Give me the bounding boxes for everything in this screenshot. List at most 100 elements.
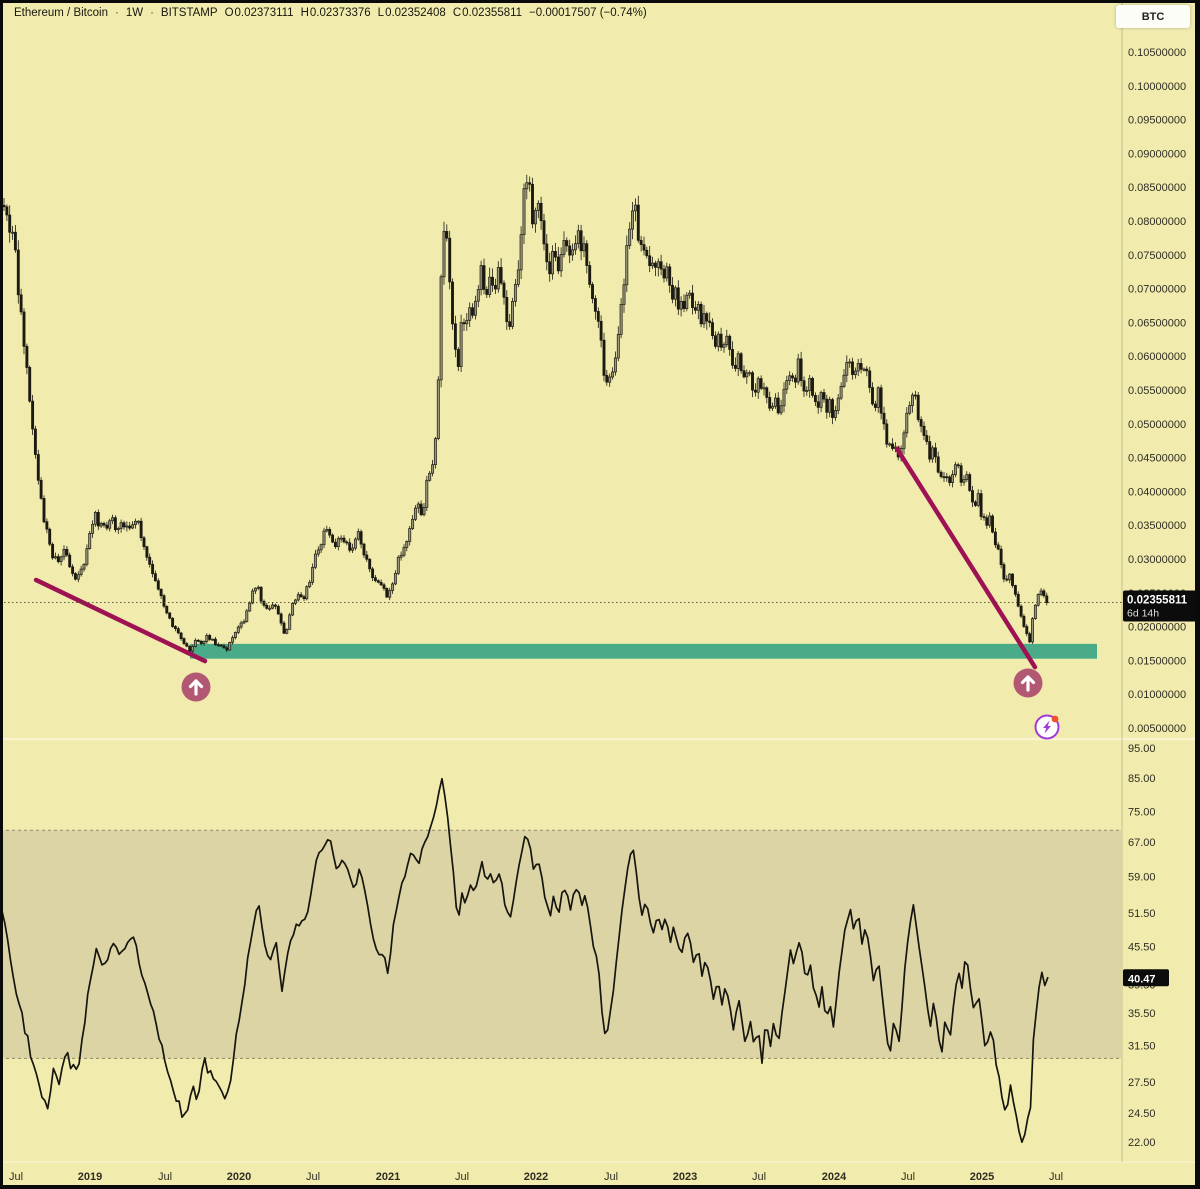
- symbol-title[interactable]: Ethereum / Bitcoin: [14, 7, 108, 19]
- candle-body: [542, 220, 546, 245]
- candle-body: [711, 322, 714, 337]
- candle-body: [219, 644, 223, 647]
- candle-body: [891, 443, 894, 449]
- candle-body: [419, 503, 423, 516]
- candle-body: [159, 588, 163, 597]
- candle-body: [216, 644, 220, 647]
- candle-body: [811, 378, 814, 396]
- candle-body: [559, 254, 563, 272]
- trendline-drawings[interactable]: [33, 446, 1038, 670]
- candle-body: [639, 239, 643, 245]
- candle-body: [99, 523, 103, 527]
- candle-body: [353, 538, 357, 549]
- candle-body: [868, 370, 872, 388]
- price-axis[interactable]: 0.10500000 0.10000000 0.09500000 0.09000000…: [1128, 47, 1186, 735]
- time-axis[interactable]: Jul 2019 Jul 2020 Jul 2021 Jul 2022 Jul 2023 Jul 20…: [9, 1171, 1063, 1183]
- time-axis-label: 2020: [227, 1171, 251, 1183]
- candle-body: [996, 544, 1000, 550]
- candle-body: [842, 374, 846, 387]
- candle-body: [1042, 590, 1046, 597]
- candle-body: [942, 476, 946, 479]
- candle-body: [282, 622, 286, 634]
- candle-body: [625, 245, 629, 286]
- candle-body: [556, 256, 560, 272]
- candle-body: [248, 602, 252, 612]
- candle-body: [408, 528, 412, 542]
- arrow-up-marker[interactable]: [181, 672, 211, 702]
- arrow-up-marker[interactable]: [1013, 668, 1043, 698]
- candle-body: [536, 202, 540, 211]
- candle-body: [425, 479, 429, 508]
- candle-body: [1022, 615, 1026, 627]
- candle-body: [22, 311, 26, 347]
- candle-body: [485, 289, 489, 295]
- price-axis-label: 0.10000000: [1128, 81, 1186, 93]
- candle-body: [71, 566, 75, 574]
- candle-body: [911, 394, 914, 406]
- candle-body: [879, 387, 883, 414]
- candle-body: [422, 506, 426, 516]
- candle-body: [525, 182, 529, 190]
- candle-body: [605, 375, 609, 383]
- candle-body: [1033, 604, 1037, 619]
- candle-body: [271, 604, 275, 609]
- candle-body: [791, 375, 794, 379]
- candle-body: [691, 292, 694, 308]
- candle-body: [822, 392, 826, 400]
- rsi-axis-label: 51.50: [1128, 908, 1156, 920]
- candle-body: [142, 537, 146, 548]
- timeframe-label[interactable]: 1W: [125, 7, 144, 19]
- candle-body: [828, 399, 832, 413]
- candle-body: [756, 378, 760, 393]
- candle-body: [953, 464, 957, 476]
- candle-body: [856, 363, 860, 372]
- candle-body: [519, 234, 523, 271]
- candle-body: [979, 493, 983, 517]
- candle-body: [522, 188, 526, 235]
- flash-idea-icon[interactable]: [1034, 714, 1060, 740]
- candle-body: [659, 261, 663, 270]
- candle-body: [951, 474, 954, 483]
- candle-body: [325, 529, 329, 532]
- candle-body: [582, 243, 586, 252]
- candle-body: [833, 410, 837, 418]
- candle-body: [236, 626, 240, 633]
- candle-body: [553, 251, 557, 258]
- candle-body: [28, 367, 32, 402]
- candle-body: [805, 390, 809, 392]
- arrow-up-markers[interactable]: [181, 668, 1043, 702]
- candle-body: [5, 206, 9, 216]
- candle-body: [845, 362, 849, 376]
- price-axis-label: 0.01000000: [1128, 689, 1186, 701]
- candle-body: [273, 604, 277, 607]
- time-axis-label: 2021: [376, 1171, 400, 1183]
- support-zone-drawing[interactable]: [190, 643, 1097, 659]
- candle-body: [513, 284, 517, 302]
- candle-body: [662, 268, 666, 279]
- rsi-axis[interactable]: 95.0085.0075.0067.0059.0051.5045.5039.50…: [1128, 743, 1156, 1149]
- candle-body: [199, 640, 203, 644]
- candle-body: [813, 395, 817, 403]
- candle-body: [593, 298, 597, 312]
- exchange-label[interactable]: BITSTAMP: [160, 7, 218, 19]
- candle-body: [739, 353, 743, 372]
- candle-body: [145, 546, 149, 558]
- candle-body: [745, 372, 749, 378]
- candle-body: [736, 353, 740, 369]
- candle-body: [442, 231, 446, 278]
- currency-toggle-button[interactable]: BTC: [1116, 5, 1190, 28]
- candle-body: [508, 321, 512, 327]
- price-axis-label: 0.09000000: [1128, 148, 1186, 160]
- ohlc-low: L 0.02352408: [377, 7, 446, 19]
- candle-body: [31, 400, 35, 430]
- candle-body: [365, 554, 369, 560]
- candle-body: [573, 243, 577, 251]
- candle-body: [208, 635, 212, 640]
- price-axis-label: 0.08500000: [1128, 182, 1186, 194]
- candle-body: [168, 612, 172, 619]
- candle-body: [91, 523, 95, 534]
- candle-body: [925, 435, 929, 442]
- price-axis-label: 0.08000000: [1128, 216, 1186, 228]
